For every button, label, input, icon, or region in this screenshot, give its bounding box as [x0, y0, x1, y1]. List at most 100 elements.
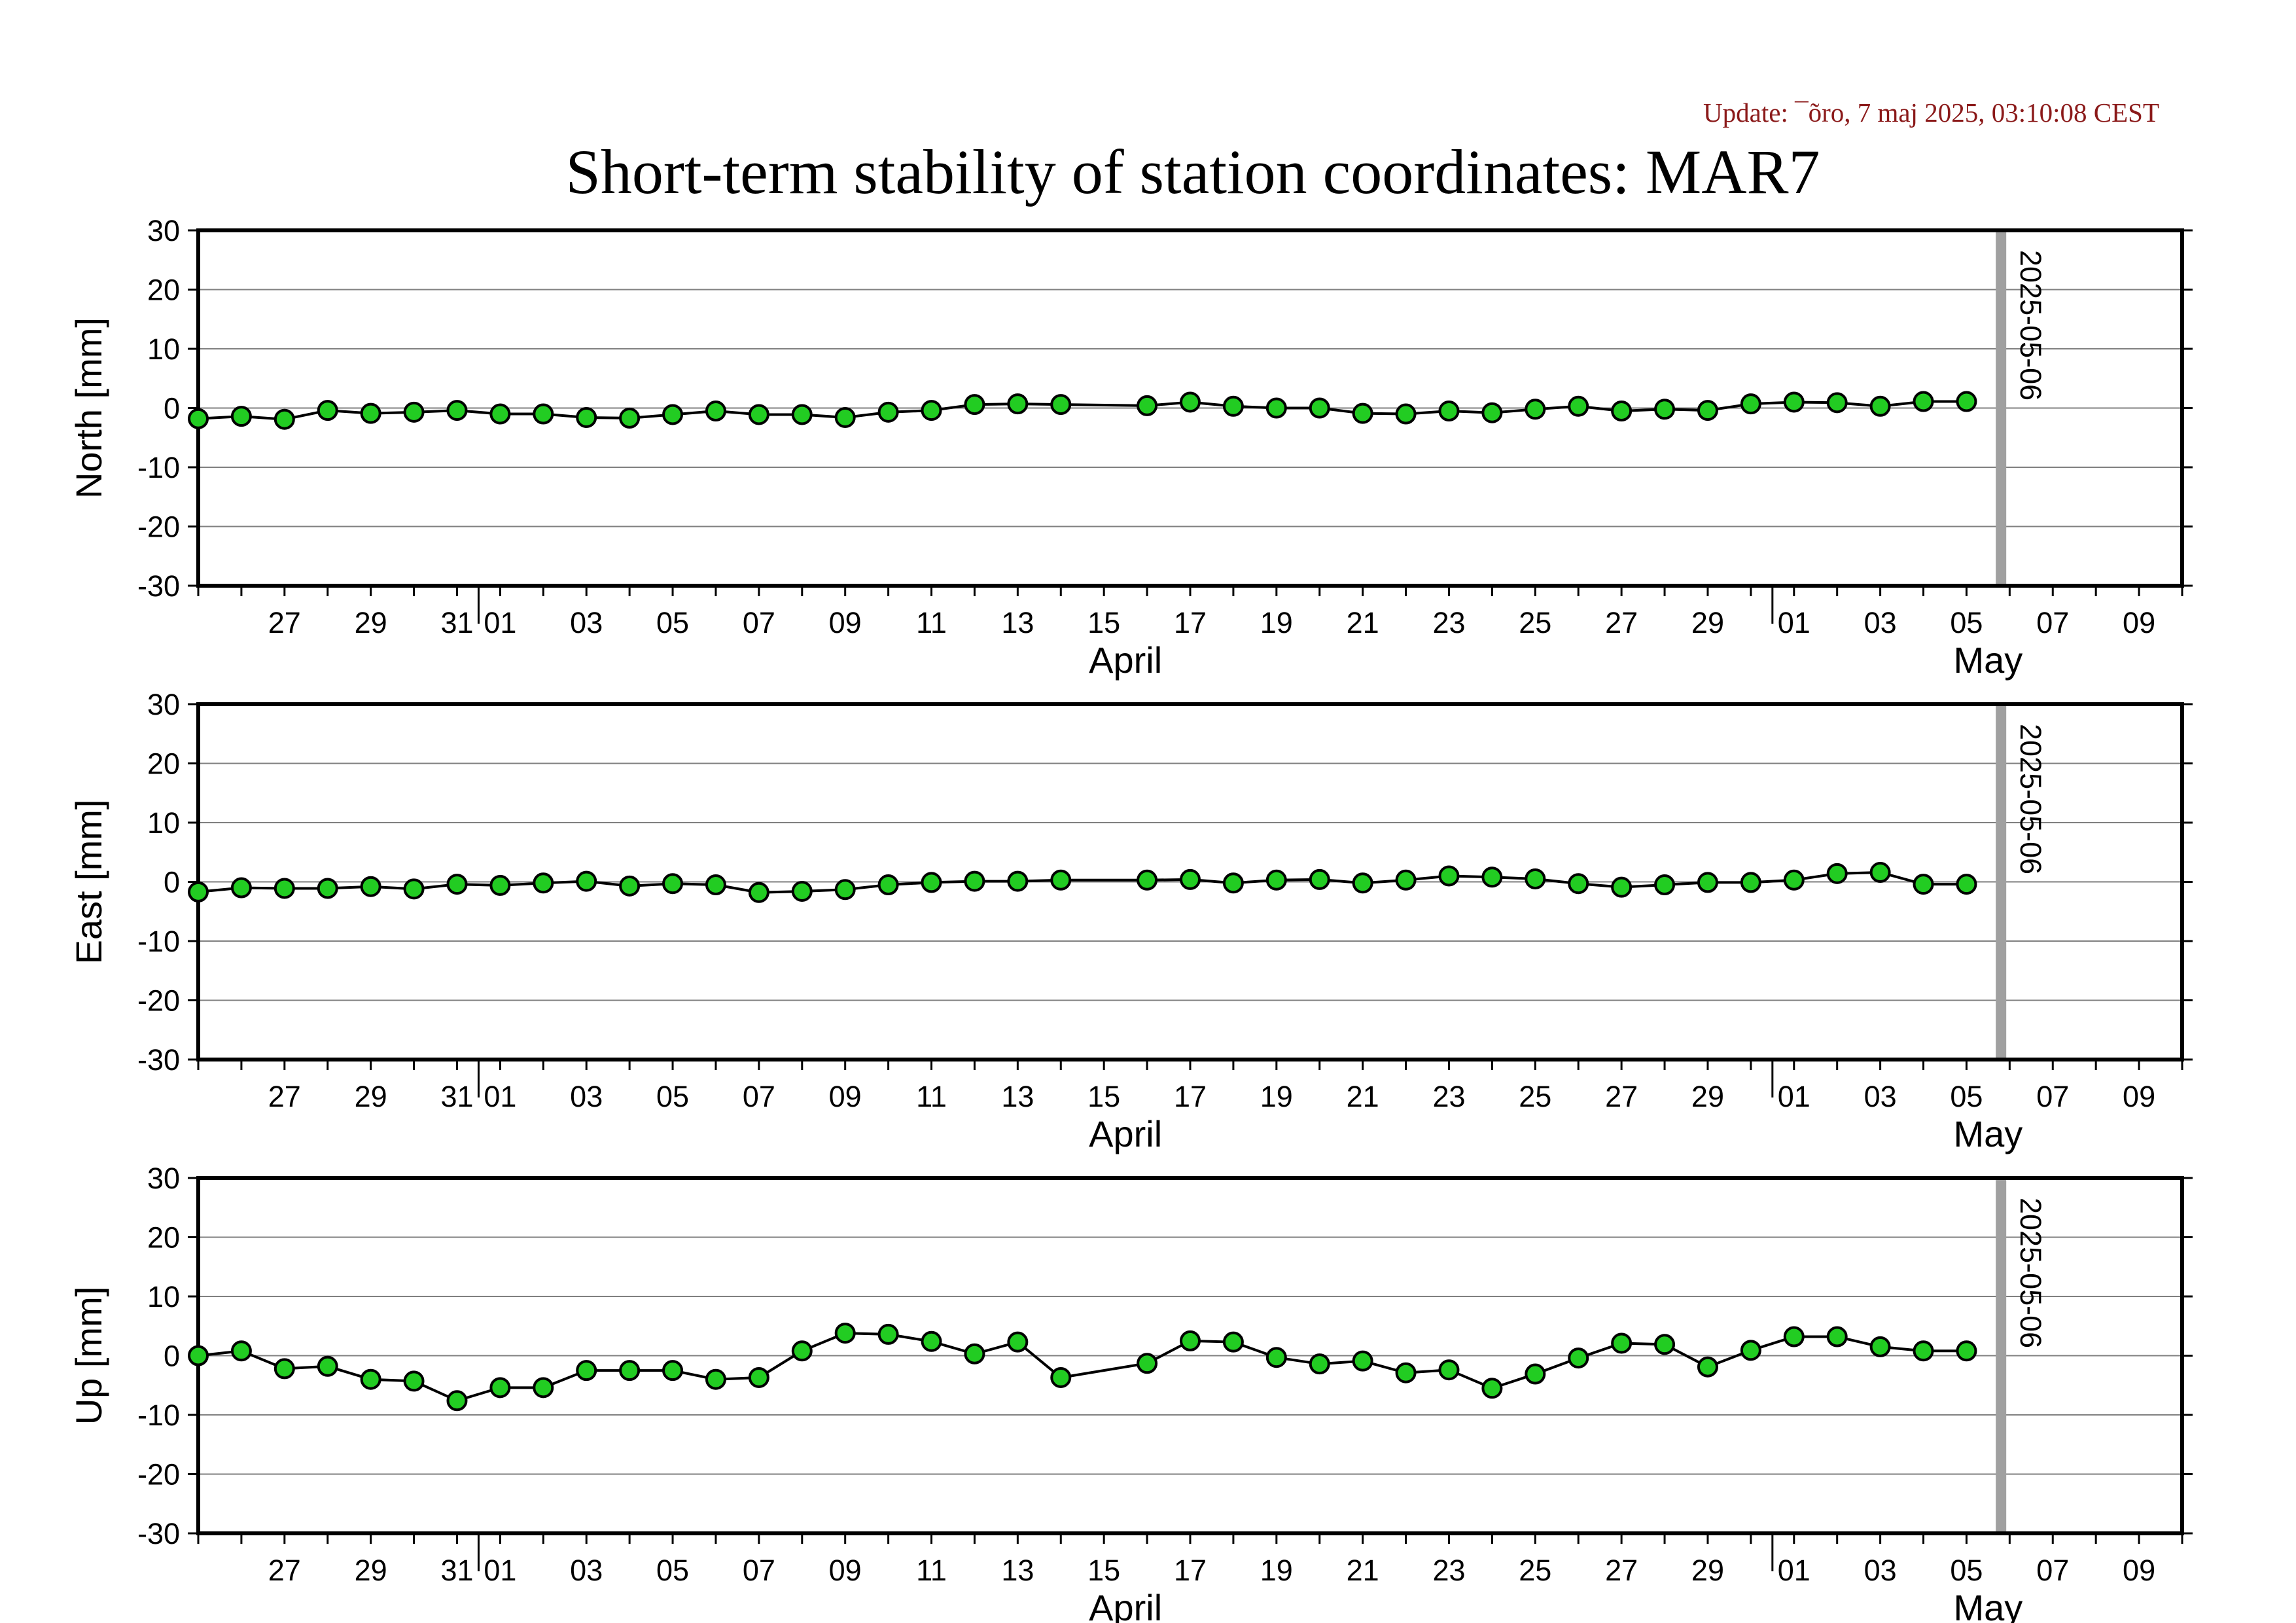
data-point: [1180, 1330, 1201, 1351]
data-point: [1654, 1334, 1676, 1355]
x-tick-label: 21: [1347, 606, 1379, 639]
x-tick-label: 07: [743, 1554, 775, 1587]
month-label: May: [1953, 639, 2022, 681]
data-point: [576, 870, 597, 892]
data-point: [1050, 1366, 1072, 1388]
data-point: [1222, 872, 1244, 894]
data-point: [1525, 868, 1546, 889]
data-point: [489, 403, 511, 425]
data-point: [748, 404, 769, 425]
data-point: [489, 1377, 511, 1399]
date-marker-label: 2025-05-06: [2014, 250, 2047, 401]
data-point: [1395, 1362, 1417, 1383]
data-point: [403, 1370, 425, 1392]
data-point: [964, 870, 985, 892]
data-point: [1481, 1378, 1503, 1399]
data-point: [1869, 1336, 1891, 1357]
data-point: [1869, 862, 1891, 883]
data-point: [1222, 1331, 1244, 1353]
data-point: [1568, 873, 1589, 895]
data-point: [1568, 1347, 1589, 1369]
x-tick-label: 01: [1778, 606, 1810, 639]
data-point: [576, 406, 597, 428]
data-point: [1826, 392, 1848, 414]
data-point: [230, 406, 252, 427]
x-tick-label: 25: [1519, 1080, 1551, 1113]
date-marker-label: 2025-05-06: [2014, 724, 2047, 874]
x-tick-label: 29: [1691, 1554, 1724, 1587]
x-tick-label: 21: [1347, 1554, 1379, 1587]
data-point: [1568, 395, 1589, 417]
x-tick-label: 19: [1260, 606, 1293, 639]
data-point: [705, 874, 726, 896]
y-tick-label: -20: [137, 1458, 180, 1491]
y-tick-label: 20: [147, 274, 180, 307]
data-point: [188, 408, 209, 429]
data-point: [1438, 1359, 1460, 1381]
data-point: [662, 404, 684, 425]
x-tick-label: 31: [440, 1554, 473, 1587]
x-tick-label: 31: [440, 606, 473, 639]
data-point: [921, 1330, 942, 1352]
y-tick-label: -20: [137, 510, 180, 544]
data-point: [489, 874, 511, 896]
data-point: [1481, 402, 1503, 423]
x-tick-label: 01: [484, 606, 516, 639]
x-tick-label: 07: [743, 606, 775, 639]
y-tick-label: 30: [147, 214, 180, 247]
data-point: [1352, 402, 1373, 424]
data-point: [1826, 863, 1848, 884]
data-point: [1740, 872, 1761, 893]
x-tick-label: 29: [355, 606, 387, 639]
data-point: [1956, 391, 1977, 412]
data-point: [576, 1360, 597, 1382]
data-point: [1525, 1363, 1546, 1385]
data-point: [1265, 397, 1287, 419]
date-marker-label: 2025-05-06: [2014, 1198, 2047, 1348]
data-point: [1611, 876, 1633, 898]
data-point: [1352, 872, 1373, 894]
x-tick-label: 07: [2036, 606, 2069, 639]
x-tick-label: 03: [1864, 606, 1897, 639]
x-tick-label: 03: [570, 1554, 603, 1587]
x-tick-label: 17: [1174, 1554, 1207, 1587]
x-tick-label: 19: [1260, 1554, 1293, 1587]
data-point: [1525, 399, 1546, 420]
x-tick-label: 07: [2036, 1080, 2069, 1113]
data-point: [834, 406, 856, 428]
x-tick-label: 19: [1260, 1080, 1293, 1113]
data-point: [1180, 868, 1201, 890]
y-tick-label: 20: [147, 747, 180, 781]
x-tick-label: 05: [656, 606, 689, 639]
data-point: [446, 400, 468, 421]
data-point: [1137, 395, 1158, 416]
data-point: [1654, 399, 1676, 420]
y-tick-label: 20: [147, 1221, 180, 1255]
data-point: [877, 401, 899, 423]
x-tick-label: 01: [1778, 1554, 1810, 1587]
x-tick-label: 27: [1605, 1554, 1638, 1587]
x-tick-label: 05: [1950, 606, 1983, 639]
data-point: [317, 878, 338, 899]
y-tick-label: -30: [137, 569, 180, 603]
data-point: [230, 877, 252, 899]
x-tick-label: 25: [1519, 606, 1551, 639]
x-tick-label: 23: [1432, 606, 1465, 639]
data-point: [1137, 1353, 1158, 1374]
data-point: [834, 879, 856, 901]
data-point: [1697, 1356, 1718, 1378]
data-point: [1309, 397, 1330, 419]
x-tick-label: 01: [1778, 1080, 1810, 1113]
data-point: [1180, 391, 1201, 413]
data-point: [877, 874, 899, 896]
data-point: [1309, 1353, 1330, 1375]
data-point: [619, 407, 641, 429]
data-point: [1611, 401, 1633, 422]
x-tick-label: 03: [570, 606, 603, 639]
data-point: [748, 882, 769, 903]
y-tick-label: 0: [164, 392, 180, 425]
x-tick-label: 23: [1432, 1080, 1465, 1113]
x-tick-label: 17: [1174, 606, 1207, 639]
y-tick-label: 10: [147, 332, 180, 366]
y-tick-label: -30: [137, 1043, 180, 1077]
